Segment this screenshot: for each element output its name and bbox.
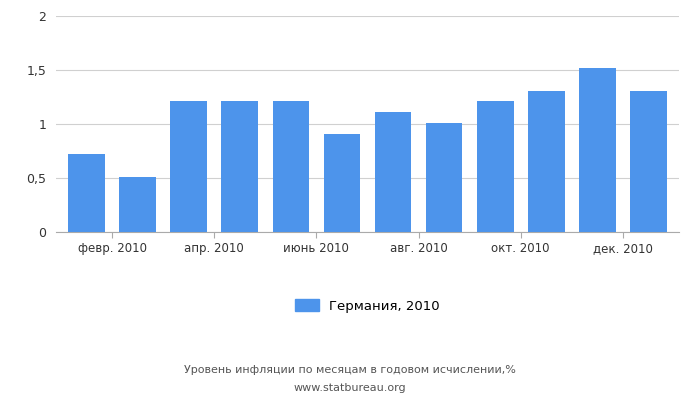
Bar <box>119 177 156 232</box>
Bar <box>630 90 666 232</box>
Bar <box>528 90 565 232</box>
Text: www.statbureau.org: www.statbureau.org <box>294 383 406 393</box>
Bar <box>272 101 309 232</box>
Bar <box>323 134 360 232</box>
Bar <box>579 68 616 232</box>
Legend: Германия, 2010: Германия, 2010 <box>295 299 440 312</box>
Bar <box>374 112 412 232</box>
Bar <box>477 101 514 232</box>
Bar <box>69 154 105 232</box>
Bar <box>170 101 207 232</box>
Text: Уровень инфляции по месяцам в годовом исчислении,%: Уровень инфляции по месяцам в годовом ис… <box>184 365 516 375</box>
Bar <box>221 101 258 232</box>
Bar <box>426 123 463 232</box>
